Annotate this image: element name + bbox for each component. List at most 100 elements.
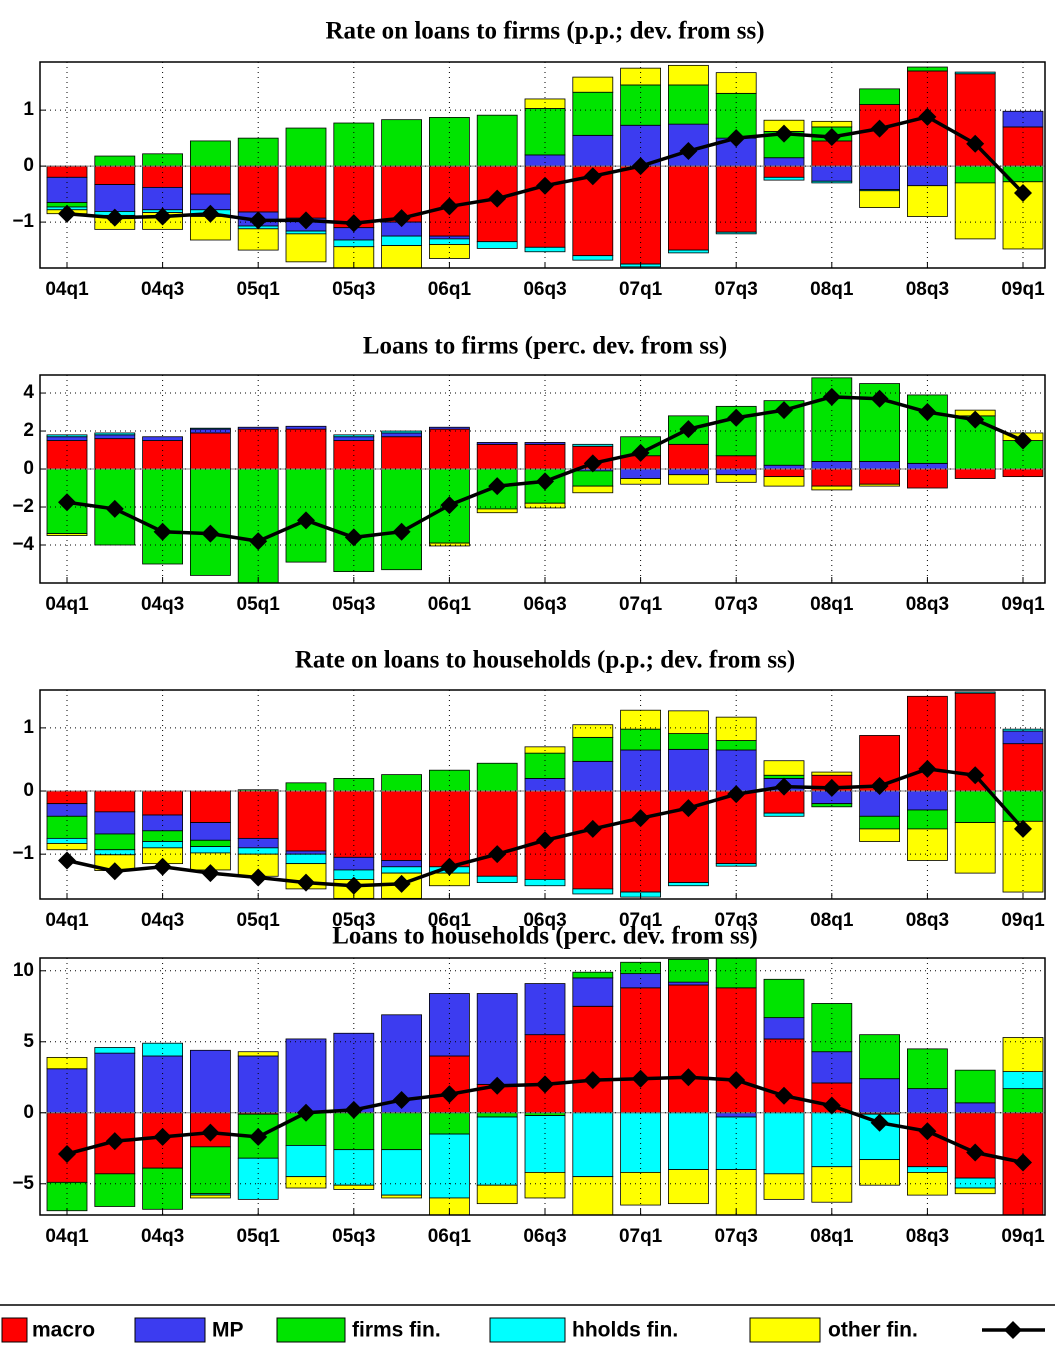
bar [572,724,614,738]
bar [476,875,518,883]
bar [1002,1037,1044,1072]
line-marker [536,176,554,195]
bar [954,182,996,240]
bar [620,728,661,751]
bar [94,1052,136,1114]
x-tick-label: 09q1 [1001,279,1045,300]
bar [954,1069,996,1104]
bar [142,814,184,832]
line-marker [297,873,315,892]
line-marker [870,1113,889,1132]
line-marker [918,759,937,778]
y-tick-label: −1 [12,211,34,232]
line-marker [727,408,746,427]
line-marker [392,1090,411,1109]
x-tick-label: 04q1 [45,910,89,931]
line-marker [392,874,411,893]
bar [381,1194,423,1199]
bar [189,790,231,823]
bar [668,710,709,734]
y-tick-label: 10 [13,960,34,981]
bar [954,790,996,823]
bar [715,958,757,989]
bar [428,244,470,259]
bar [428,1055,470,1114]
legend-swatch [134,1317,206,1343]
x-tick-label: 05q1 [237,910,281,931]
bar [476,508,518,514]
bar [428,1133,470,1199]
bar [285,428,327,470]
line-marker [822,778,841,797]
line-marker [201,864,220,883]
bar [572,1005,614,1114]
legend-swatch [489,1317,566,1343]
bar [859,815,900,830]
bar [763,165,805,178]
bar [94,790,136,813]
bar [572,1176,614,1215]
x-tick-label: 08q3 [906,1226,949,1247]
bar [142,436,184,441]
bar [476,114,518,167]
y-tick-label: 2 [23,420,34,441]
line-marker [966,1143,985,1162]
bar [94,165,136,185]
line-marker [822,387,841,406]
bar [476,790,518,877]
bar [811,120,853,128]
bar [572,1112,614,1178]
bar [907,1166,948,1173]
bar [94,432,136,436]
line-marker [249,1127,268,1146]
x-tick-label: 07q3 [715,1226,758,1247]
line-marker [870,389,889,408]
bar [763,468,805,478]
bar [763,464,805,470]
legend-marker [1004,1321,1022,1339]
bar [476,1112,518,1118]
bar [954,1177,996,1189]
x-tick-label: 04q3 [141,594,184,615]
y-tick-label: −1 [12,843,34,864]
bar [524,442,566,445]
bar [189,432,231,470]
bar [189,839,231,847]
chart-title: Loans to firms (perc. dev. from ss) [363,333,727,360]
bar [381,1149,423,1196]
bar [189,1146,231,1195]
bar [1002,1071,1044,1090]
bar [476,762,518,792]
legend-label: macro [32,1319,95,1342]
line-marker [775,124,793,143]
chart-title: Rate on loans to households (p.p.; dev. … [295,647,795,674]
bar [476,1184,518,1205]
bar [620,67,661,86]
bar [333,436,375,441]
bar [811,468,853,487]
x-tick-label: 08q3 [906,594,949,615]
bar [954,822,996,874]
line-marker [966,410,985,429]
line-marker [344,528,363,547]
plot-frame [39,689,1046,900]
x-tick-label: 07q3 [715,910,758,931]
line-marker [297,511,315,530]
line-marker [679,420,698,439]
bar [668,84,709,125]
line-marker [153,1127,172,1146]
bar [476,241,518,249]
bar [46,790,88,805]
bar [715,468,757,476]
bar [1002,743,1044,792]
x-tick-label: 05q3 [332,594,375,615]
bar [189,468,231,576]
bar [572,443,614,447]
bar [524,983,566,1036]
x-tick-label: 07q3 [715,279,758,300]
bar [333,122,375,167]
line-marker [488,845,507,864]
bar [46,440,88,470]
line-marker [105,499,124,518]
